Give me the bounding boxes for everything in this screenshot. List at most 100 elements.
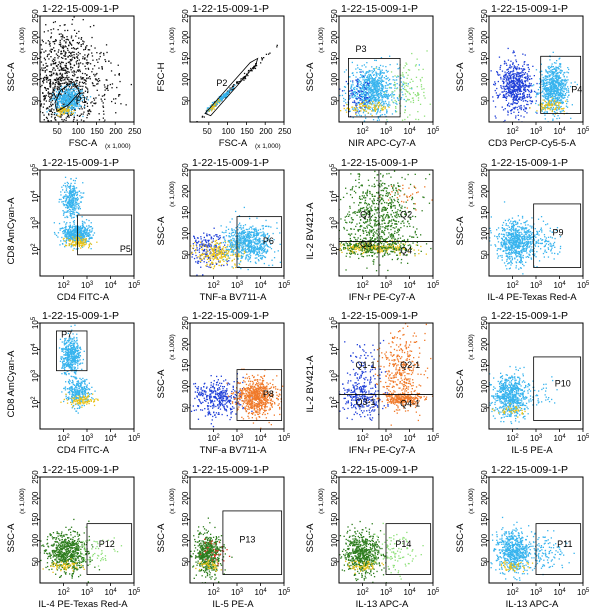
event-dot (544, 78, 546, 80)
event-dot (44, 67, 46, 69)
event-dot (74, 239, 76, 241)
event-dot (406, 63, 408, 65)
event-dot (63, 105, 65, 107)
event-dot (369, 106, 372, 108)
y-axis-label: SSC-A (455, 62, 466, 92)
event-dot (216, 102, 218, 104)
event-dot (520, 68, 522, 70)
event-dot (543, 88, 545, 90)
event-dot (53, 123, 54, 124)
event-dot (63, 119, 65, 121)
event-dot (66, 36, 68, 38)
event-dot (87, 112, 90, 115)
event-dot (63, 92, 65, 94)
event-dot (527, 70, 529, 73)
event-dot (373, 83, 375, 86)
event-dot (69, 84, 71, 87)
event-dot (495, 87, 497, 90)
event-dot (52, 67, 54, 69)
event-dot (361, 76, 363, 78)
event-dot (512, 111, 515, 113)
event-dot (494, 115, 496, 117)
event-dot (560, 97, 563, 99)
event-dot (92, 85, 94, 87)
event-dot (386, 78, 388, 80)
event-dot (361, 87, 363, 89)
event-dot (348, 90, 351, 92)
event-dot (549, 74, 551, 76)
event-dot (550, 103, 552, 105)
event-dot (89, 63, 92, 65)
event-dot (73, 83, 75, 86)
event-dot (99, 55, 101, 58)
event-dot (46, 131, 47, 132)
event-dot (73, 48, 75, 50)
event-dot (92, 59, 94, 61)
event-dot (68, 234, 70, 236)
event-dot (507, 91, 509, 93)
event-dot (559, 95, 562, 97)
event-dot (72, 74, 74, 77)
event-dot (523, 105, 525, 107)
event-dot (387, 70, 389, 72)
event-dot (71, 78, 73, 81)
event-dot (559, 99, 562, 101)
event-dot (366, 62, 368, 64)
event-dot (377, 102, 379, 105)
event-dot (73, 110, 75, 112)
event-dot (66, 83, 68, 85)
event-dot (385, 82, 388, 84)
event-dot (511, 83, 513, 85)
event-dot (82, 19, 84, 21)
event-dot (565, 71, 568, 73)
event-dot (361, 107, 363, 109)
event-dot (54, 119, 56, 121)
event-dot (55, 234, 58, 236)
event-dot (78, 115, 81, 117)
event-dot (531, 85, 533, 87)
event-dot (72, 96, 74, 98)
event-dot (551, 90, 553, 92)
event-dot (506, 76, 508, 78)
event-dot (535, 94, 537, 96)
event-dot (353, 88, 355, 90)
event-dot (506, 72, 508, 74)
event-dot (390, 87, 392, 89)
event-dot (351, 95, 354, 97)
event-dot (361, 90, 364, 93)
event-dot (40, 105, 42, 107)
event-dot (48, 93, 50, 95)
event-dot (69, 62, 71, 64)
event-dot (216, 103, 218, 106)
event-dot (45, 100, 47, 102)
event-dot (551, 103, 553, 105)
event-dot (379, 99, 381, 101)
event-dot (61, 75, 64, 77)
event-dot (548, 101, 550, 103)
event-dot (359, 89, 361, 92)
event-dot (497, 94, 500, 97)
event-dot (557, 91, 559, 93)
event-dot (516, 95, 518, 97)
event-dot (22, 55, 23, 56)
event-dot (543, 96, 545, 98)
event-dot (510, 66, 512, 68)
event-dot (545, 93, 547, 95)
event-dot (551, 84, 554, 86)
event-dot (73, 70, 75, 72)
event-dot (508, 85, 510, 87)
event-dot (63, 49, 65, 52)
event-dot (510, 91, 513, 93)
event-dot (517, 78, 519, 81)
y-tick-label: 250 (480, 9, 489, 23)
event-dot (84, 58, 86, 60)
event-dot (74, 236, 76, 238)
event-dot (79, 53, 81, 55)
event-dot (376, 90, 378, 92)
event-dot (57, 29, 59, 31)
event-dot (545, 110, 548, 113)
event-dot (369, 108, 371, 111)
event-dot (376, 85, 379, 87)
event-dot (563, 81, 566, 83)
y-tick-label: 200 (181, 30, 190, 44)
